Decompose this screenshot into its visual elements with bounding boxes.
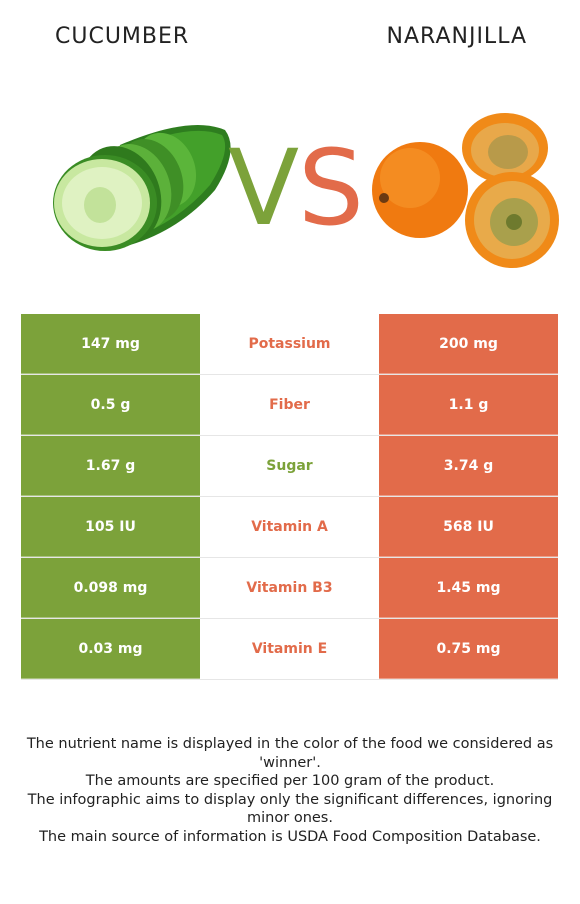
table-row: 1.67 g Sugar 3.74 g [21,436,558,497]
cucumber-value: 147 mg [21,314,200,374]
nutrient-comparison-table: 147 mg Potassium 200 mg 0.5 g Fiber 1.1 … [21,314,558,680]
naranjilla-value: 0.75 mg [379,619,558,679]
naranjilla-title: NARANJILLA [386,24,527,49]
cucumber-value: 105 IU [21,497,200,557]
vs-v-letter: V [228,127,300,249]
footer-line: The infographic aims to display only the… [27,791,553,827]
table-row: 147 mg Potassium 200 mg [21,314,558,375]
cucumber-value: 0.03 mg [21,619,200,679]
vs-s-letter: S [298,127,365,249]
footer-line: The nutrient name is displayed in the co… [26,736,554,771]
footer-notes: The nutrient name is displayed in the co… [20,735,560,846]
footer-line: The amounts are specified per 100 gram o… [85,773,495,789]
footer-line: The main source of information is USDA F… [39,828,541,845]
naranjilla-value: 200 mg [379,314,558,374]
naranjilla-value: 1.45 mg [379,558,558,618]
nutrient-name: Vitamin A [200,497,379,557]
nutrient-name: Potassium [200,314,379,374]
food-illustration [53,113,559,268]
cucumber-value: 0.5 g [21,375,200,435]
cucumber-value: 1.67 g [21,436,200,496]
nutrient-name: Vitamin B3 [200,558,379,618]
table-row: 0.5 g Fiber 1.1 g [21,375,558,436]
naranjilla-value: 568 IU [379,497,558,557]
nutrient-name: Fiber [200,375,379,435]
cucumber-title: CUCUMBER [55,24,190,49]
table-row: 105 IU Vitamin A 568 IU [21,497,558,558]
cucumber-value: 0.098 mg [21,558,200,618]
nutrient-name: Vitamin E [200,619,379,679]
table-row: 0.03 mg Vitamin E 0.75 mg [21,619,558,680]
table-row: 0.098 mg Vitamin B3 1.45 mg [21,558,558,619]
naranjilla-value: 3.74 g [379,436,558,496]
nutrient-name: Sugar [200,436,379,496]
naranjilla-value: 1.1 g [379,375,558,435]
cucumber-image [53,125,231,251]
naranjilla-image [372,113,559,268]
